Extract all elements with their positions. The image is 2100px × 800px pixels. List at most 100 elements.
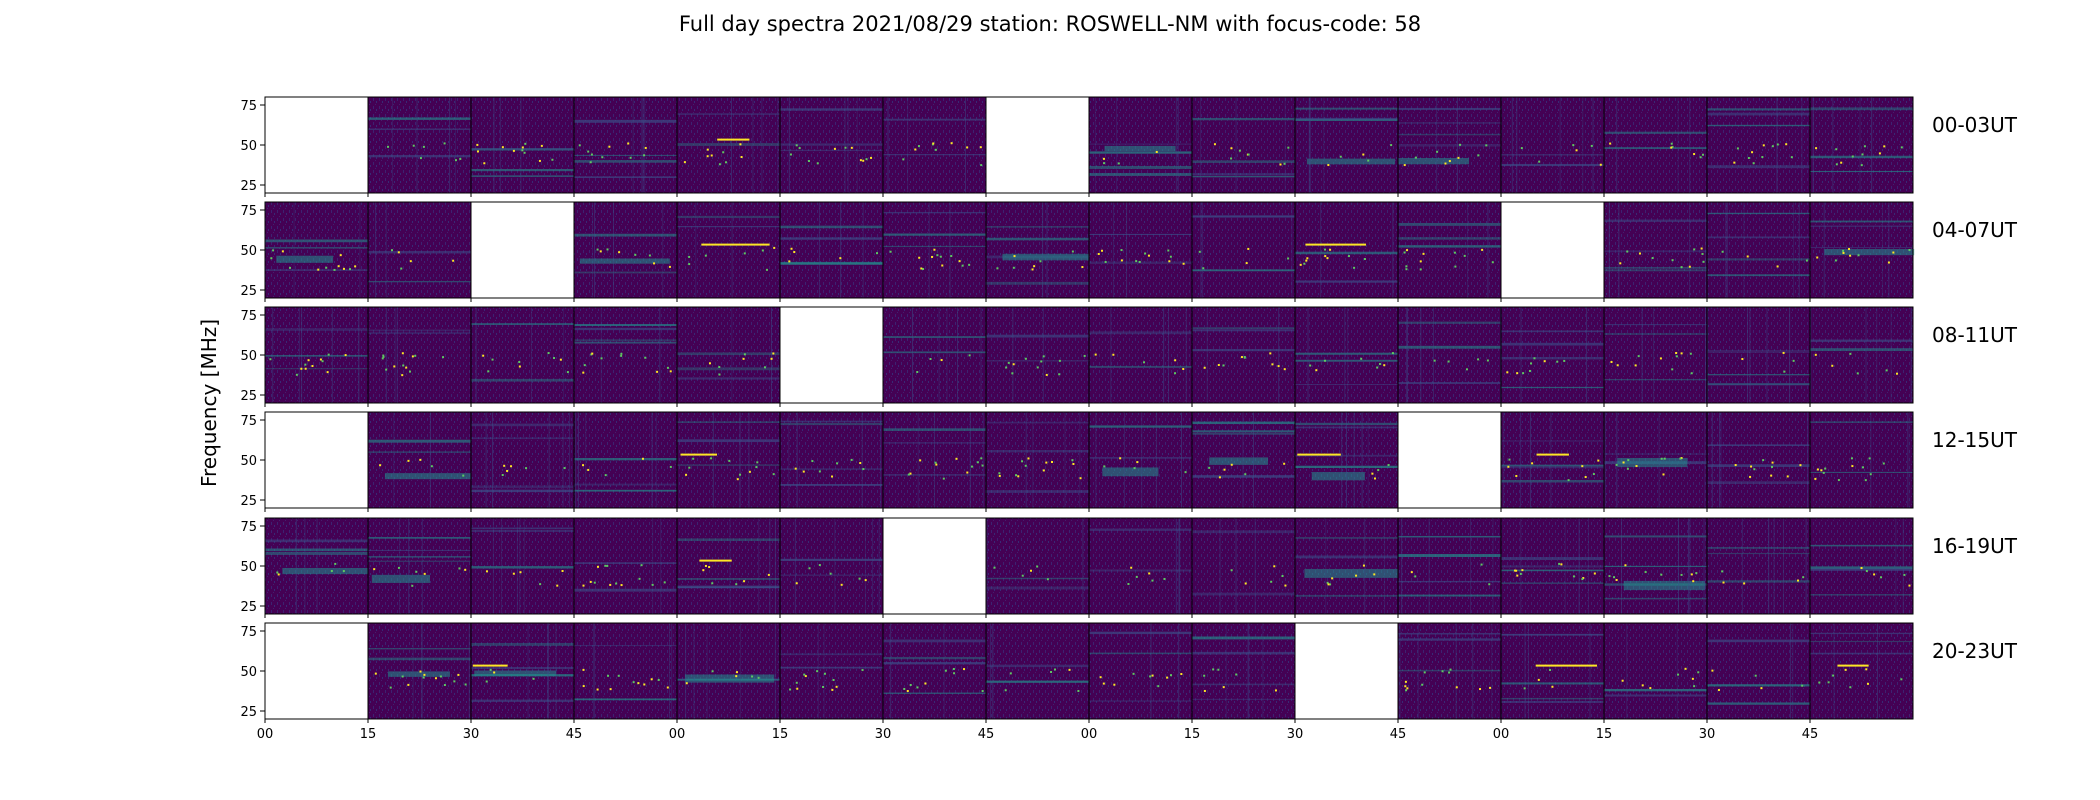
x-tick-label: 45 [1802, 727, 1819, 742]
empty-panel [264, 96, 369, 197]
spectrum-panel [1088, 411, 1193, 512]
spectra-row: 25 50 75 08-11UT [240, 306, 2018, 407]
spectrum-panel [573, 622, 678, 723]
spectrum-panel [573, 96, 678, 197]
spectrum-panel [1603, 411, 1708, 512]
spectrum-panel [1397, 96, 1502, 197]
row-label: 20-23UT [1932, 639, 2018, 663]
spectrum-panel [367, 517, 472, 618]
spectrum-panel [1191, 96, 1296, 197]
spectrum-panel [985, 622, 1090, 723]
y-tick-label: 75 [240, 99, 257, 114]
spectrum-panel [1809, 306, 1914, 407]
spectrum-panel [1603, 201, 1708, 302]
spectrum-panel [676, 96, 781, 197]
empty-panel [264, 622, 369, 723]
y-tick-label: 25 [240, 179, 257, 194]
x-tick-label: 45 [978, 727, 995, 742]
spectrum-panel [367, 306, 472, 407]
x-tick-label: 00 [1081, 727, 1098, 742]
spectrum-panel [882, 306, 987, 407]
spectrum-panel [676, 411, 781, 512]
y-tick-label: 75 [240, 309, 257, 324]
y-tick-label: 75 [240, 414, 257, 429]
y-tick-label: 50 [240, 349, 257, 364]
spectrum-panel [1088, 306, 1193, 407]
spectrum-panel [1191, 201, 1296, 302]
x-tick-label: 00 [669, 727, 686, 742]
chart-title: Full day spectra 2021/08/29 station: ROS… [679, 12, 1421, 36]
spectra-row: 25 50 75 16-19UT [240, 517, 2018, 618]
spectrum-panel [1088, 201, 1193, 302]
x-tick-label: 00 [257, 727, 274, 742]
x-tick-label: 30 [463, 727, 480, 742]
spectrum-panel [264, 201, 369, 302]
spectrum-panel [573, 517, 678, 618]
y-tick-label: 50 [240, 139, 257, 154]
y-tick-label: 25 [240, 494, 257, 509]
spectrum-panel [1191, 411, 1296, 512]
spectrum-panel [1603, 622, 1708, 723]
y-tick-label: 50 [240, 244, 257, 259]
spectrum-panel [1706, 96, 1811, 197]
spectrum-panel [1706, 517, 1811, 618]
spectrum-panel [779, 622, 884, 723]
y-tick-label: 50 [240, 560, 257, 575]
x-tick-label: 30 [1699, 727, 1716, 742]
spectrum-panel [1294, 306, 1399, 407]
spectrum-panel [882, 96, 987, 197]
row-label: 12-15UT [1932, 428, 2018, 452]
spectrum-panel [882, 411, 987, 512]
spectrum-panel [1500, 517, 1605, 618]
x-tick-label: 15 [772, 727, 789, 742]
spectrum-panel [367, 96, 472, 197]
empty-panel [779, 306, 884, 407]
spectrum-panel [1294, 411, 1399, 512]
spectrum-panel [367, 201, 472, 302]
spectrum-panel [1809, 201, 1915, 302]
empty-panel [1294, 622, 1399, 723]
spectrum-panel [1191, 517, 1296, 618]
spectrum-panel [676, 622, 781, 723]
spectrum-panel [882, 622, 987, 723]
spectrum-panel [779, 411, 884, 512]
spectrum-panel [1397, 517, 1502, 618]
x-tick-label: 15 [1596, 727, 1613, 742]
spectrum-panel [1809, 622, 1914, 723]
spectra-row: 25 50 75 20-23UT [240, 622, 2018, 723]
spectrum-panel [882, 201, 987, 302]
y-tick-label: 25 [240, 600, 257, 615]
x-tick-label: 00 [1493, 727, 1510, 742]
spectra-rows: 25507500-03UT25507504-07UT25507508-11UT2… [240, 96, 2018, 723]
spectrum-panel [1706, 201, 1811, 302]
x-tick-label: 30 [875, 727, 892, 742]
spectrum-panel [779, 517, 884, 618]
spectrum-panel [1191, 306, 1296, 407]
y-tick-label: 75 [240, 520, 257, 535]
spectrum-panel [264, 306, 369, 407]
spectrum-panel [1500, 96, 1605, 197]
empty-panel [882, 517, 987, 618]
spectrum-panel [779, 96, 884, 197]
spectrum-panel [470, 517, 575, 618]
spectra-row: 25 50 75 00-03UT [240, 96, 2018, 197]
spectrum-panel [367, 411, 484, 512]
spectrum-panel [470, 306, 575, 407]
spectrum-panel [1500, 306, 1605, 407]
spectrum-panel [470, 411, 575, 512]
x-tick-label: 15 [1184, 727, 1201, 742]
spectrum-panel [1397, 306, 1502, 407]
spectrum-panel [1088, 622, 1193, 723]
spectrum-panel [1397, 622, 1502, 723]
spectrum-panel [985, 411, 1090, 512]
x-tick-label: 30 [1287, 727, 1304, 742]
y-tick-label: 75 [240, 625, 257, 640]
y-tick-label: 50 [240, 454, 257, 469]
spectrum-panel [676, 517, 781, 618]
y-tick-label: 25 [240, 705, 257, 720]
spectrum-panel [1191, 622, 1296, 723]
spectrum-panel [573, 411, 678, 512]
spectrum-panel [985, 517, 1090, 618]
x-tick-label: 45 [566, 727, 583, 742]
empty-panel [470, 201, 575, 302]
